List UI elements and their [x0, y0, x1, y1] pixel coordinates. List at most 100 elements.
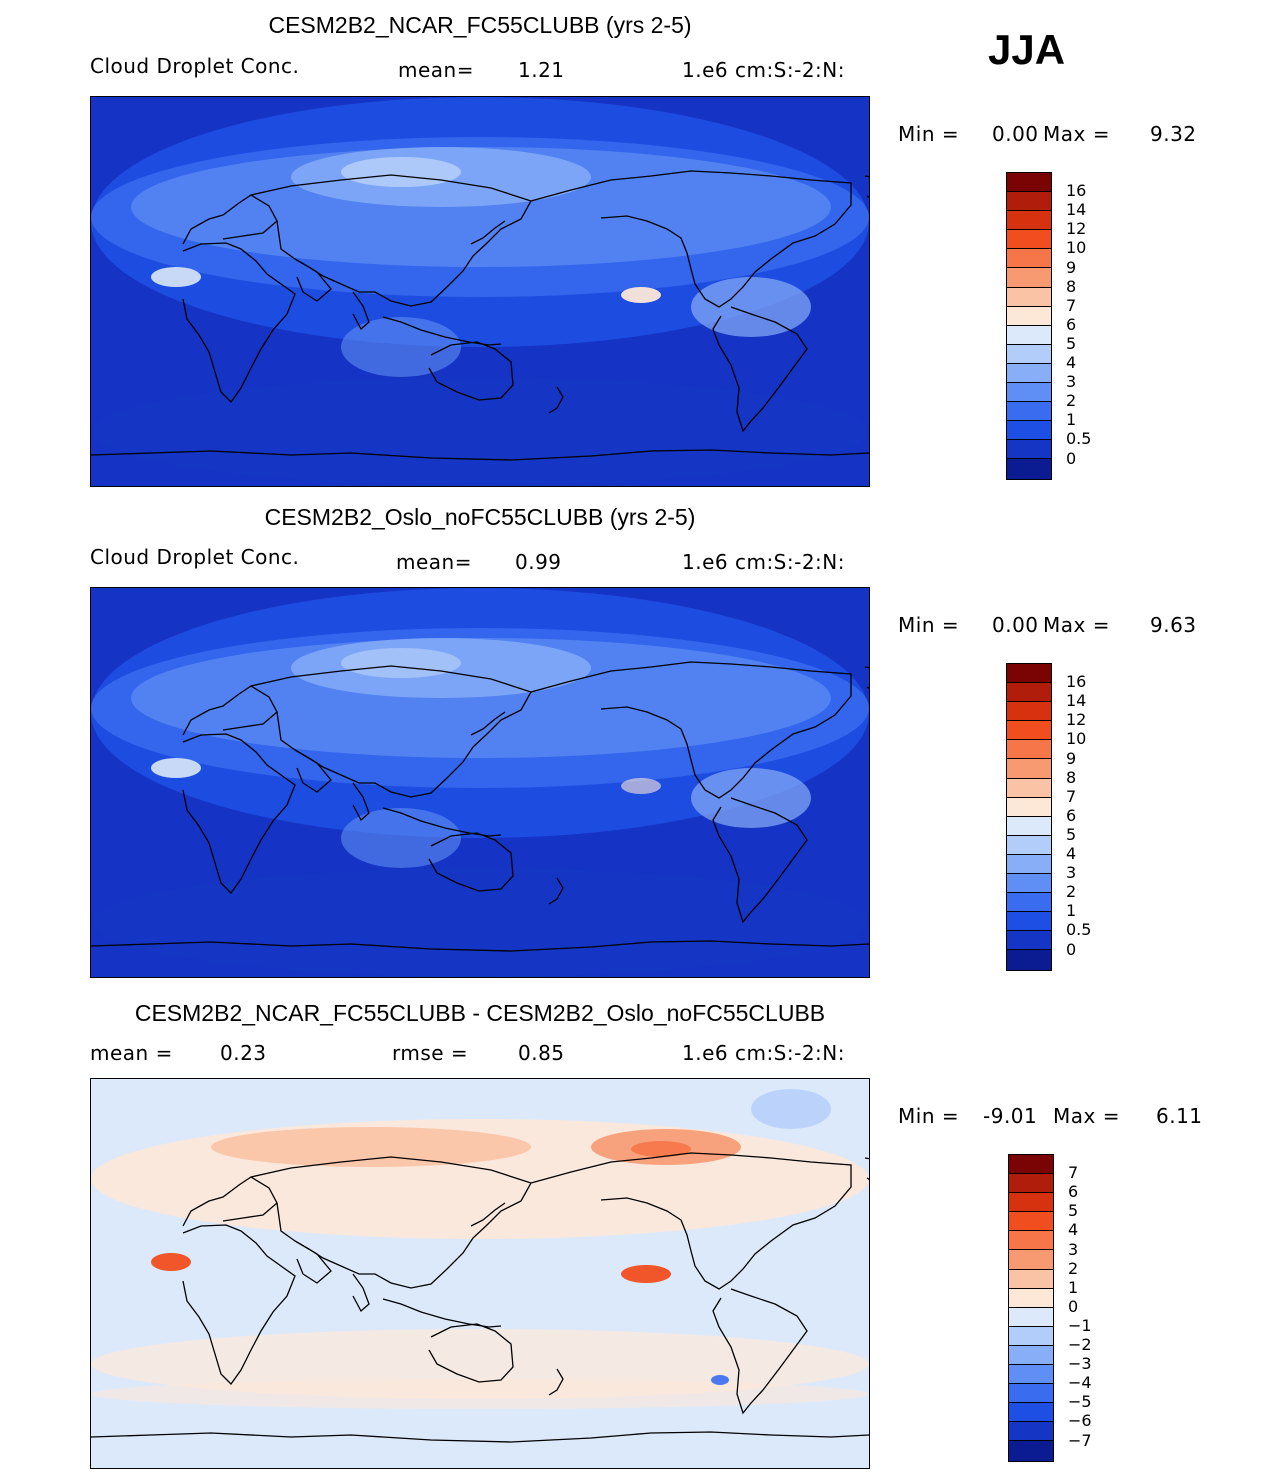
colorbar-label: −2	[1068, 1335, 1092, 1354]
colorbar-label: 12	[1066, 219, 1087, 239]
colorbar-label: 8	[1066, 767, 1077, 787]
colorbar-label: 12	[1066, 710, 1087, 730]
field-contour	[621, 287, 661, 303]
colorbar-swatch	[1009, 1174, 1053, 1194]
colorbar-label: 9	[1066, 257, 1077, 277]
colorbar-label: 1	[1068, 1277, 1079, 1297]
panel-2-units: 1.e6 cm:S:-2:N:	[682, 550, 845, 574]
field-contour	[91, 377, 869, 486]
coastline	[382, 807, 502, 837]
coastline	[250, 1156, 532, 1289]
panel-2-min-label: Min =	[898, 613, 960, 637]
coastline	[548, 386, 564, 414]
panel-2-title: CESM2B2_Oslo_noFC55CLUBB (yrs 2-5)	[264, 504, 696, 530]
colorbar-swatch	[1009, 1441, 1053, 1461]
colorbar-label: 8	[1066, 276, 1077, 296]
panel-3-stat1-label: mean =	[90, 1041, 173, 1065]
colorbar-label: 7	[1066, 295, 1077, 315]
panel-2-max-value: 9.63	[1150, 613, 1197, 637]
colorbar-label: −5	[1068, 1392, 1092, 1412]
field-contour	[691, 768, 811, 828]
colorbar-swatch	[1009, 1403, 1053, 1423]
colorbar-swatch	[1007, 306, 1051, 326]
colorbar-swatch	[1007, 192, 1051, 212]
field-contour	[621, 778, 661, 794]
field-contour	[341, 648, 461, 678]
panel-1-stat1-value: 1.21	[518, 58, 565, 82]
colorbar-label: 10	[1066, 729, 1087, 749]
colorbar-swatch	[1009, 1307, 1053, 1327]
colorbar-swatch	[1009, 1231, 1053, 1251]
colorbar-swatch	[1009, 1193, 1053, 1213]
panel-2-stat1-value: 0.99	[515, 550, 562, 574]
colorbar-swatch	[1009, 1326, 1053, 1346]
colorbar-swatch	[1007, 287, 1051, 307]
colorbar-swatch	[1009, 1250, 1053, 1270]
panel-3-stat2-label: rmse =	[392, 1041, 469, 1065]
colorbar-swatch	[1007, 759, 1051, 779]
colorbar-swatch	[1007, 778, 1051, 798]
panel-3-min-value: -9.01	[983, 1104, 1038, 1128]
coastline	[712, 1288, 808, 1415]
panel-2-colorbar	[1006, 663, 1052, 971]
colorbar-label: 14	[1066, 200, 1087, 220]
colorbar-swatch	[1007, 440, 1051, 460]
colorbar-label: 0.5	[1066, 429, 1092, 449]
colorbar-label: 7	[1066, 786, 1077, 806]
colorbar-swatch	[1009, 1384, 1053, 1404]
colorbar-swatch	[1007, 249, 1051, 269]
colorbar-swatch	[1007, 268, 1051, 288]
field-contour	[631, 1141, 691, 1157]
colorbar-label: 6	[1066, 805, 1077, 825]
panel-2-min-value: 0.00	[992, 613, 1039, 637]
field-contour	[341, 317, 461, 377]
colorbar-swatch	[1009, 1155, 1053, 1175]
panel-3-colorbar	[1008, 1154, 1054, 1462]
coastline	[530, 661, 852, 799]
colorbar-swatch	[1007, 325, 1051, 345]
field-contour	[711, 1375, 729, 1385]
coastline	[382, 316, 502, 346]
field-contour	[151, 267, 201, 287]
colorbar-label: 6	[1066, 314, 1077, 334]
colorbar-label: 0.5	[1066, 920, 1092, 940]
colorbar-swatch	[1007, 683, 1051, 703]
field-contour	[621, 1265, 671, 1283]
colorbar-label: 3	[1066, 863, 1077, 883]
colorbar-swatch	[1009, 1422, 1053, 1442]
coastline	[530, 1152, 852, 1290]
panel-1-variable: Cloud Droplet Conc.	[90, 54, 300, 78]
coastline	[428, 341, 514, 401]
panel-1-stat1-label: mean=	[398, 58, 474, 82]
coastline	[294, 749, 332, 793]
colorbar-swatch	[1007, 816, 1051, 836]
field-contour	[751, 1089, 831, 1129]
panel-1-title: CESM2B2_NCAR_FC55CLUBB (yrs 2-5)	[268, 12, 692, 38]
coastline	[548, 877, 564, 905]
colorbar-swatch	[1009, 1288, 1053, 1308]
coastline	[294, 1240, 332, 1284]
coastline	[91, 1431, 869, 1443]
colorbar-label: −3	[1068, 1354, 1092, 1374]
coastline	[182, 1224, 296, 1386]
coastline	[428, 1323, 514, 1383]
colorbar-label: 10	[1066, 238, 1087, 258]
panel-1-map	[90, 96, 870, 487]
panel-3-max-value: 6.11	[1156, 1104, 1203, 1128]
coastline	[470, 1202, 506, 1227]
colorbar-swatch	[1007, 383, 1051, 403]
season-label: JJA	[988, 26, 1066, 73]
field-contour	[91, 1379, 869, 1409]
colorbar-label: 4	[1066, 353, 1077, 372]
colorbar-label: 5	[1066, 333, 1077, 353]
colorbar-label: 1	[1066, 410, 1077, 430]
colorbar-swatch	[1007, 854, 1051, 875]
colorbar-swatch	[1007, 459, 1051, 479]
coastline	[352, 782, 370, 822]
colorbar-swatch	[1009, 1365, 1053, 1385]
colorbar-label: 16	[1066, 181, 1087, 201]
colorbar-label: 9	[1066, 748, 1077, 768]
colorbar-swatch	[1007, 421, 1051, 441]
panel-2-max-label: Max =	[1043, 613, 1110, 637]
panel-1-min-value: 0.00	[992, 122, 1039, 146]
